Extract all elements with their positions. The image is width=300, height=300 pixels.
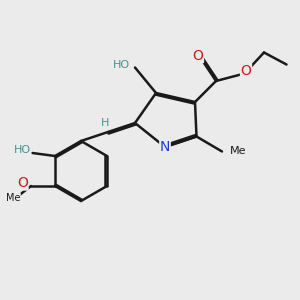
Text: O: O (241, 64, 251, 77)
Text: HO: HO (14, 145, 31, 155)
Text: H: H (101, 118, 109, 128)
Text: Me: Me (6, 193, 20, 203)
Text: O: O (17, 176, 28, 190)
Text: N: N (160, 140, 170, 154)
Text: HO: HO (113, 59, 130, 70)
Text: O: O (193, 49, 203, 62)
Text: Me: Me (230, 146, 246, 157)
